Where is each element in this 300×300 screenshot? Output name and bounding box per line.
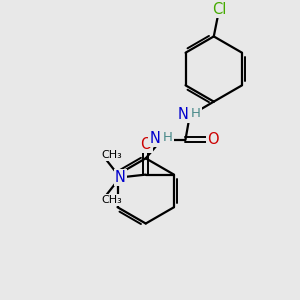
Text: N: N <box>115 170 126 185</box>
Text: CH₃: CH₃ <box>102 150 122 160</box>
Text: O: O <box>140 136 152 152</box>
Text: H: H <box>191 107 201 120</box>
Text: N: N <box>150 131 160 146</box>
Text: Cl: Cl <box>212 2 226 17</box>
Text: CH₃: CH₃ <box>102 195 122 205</box>
Text: O: O <box>207 132 219 147</box>
Text: H: H <box>163 131 172 144</box>
Text: N: N <box>178 107 189 122</box>
